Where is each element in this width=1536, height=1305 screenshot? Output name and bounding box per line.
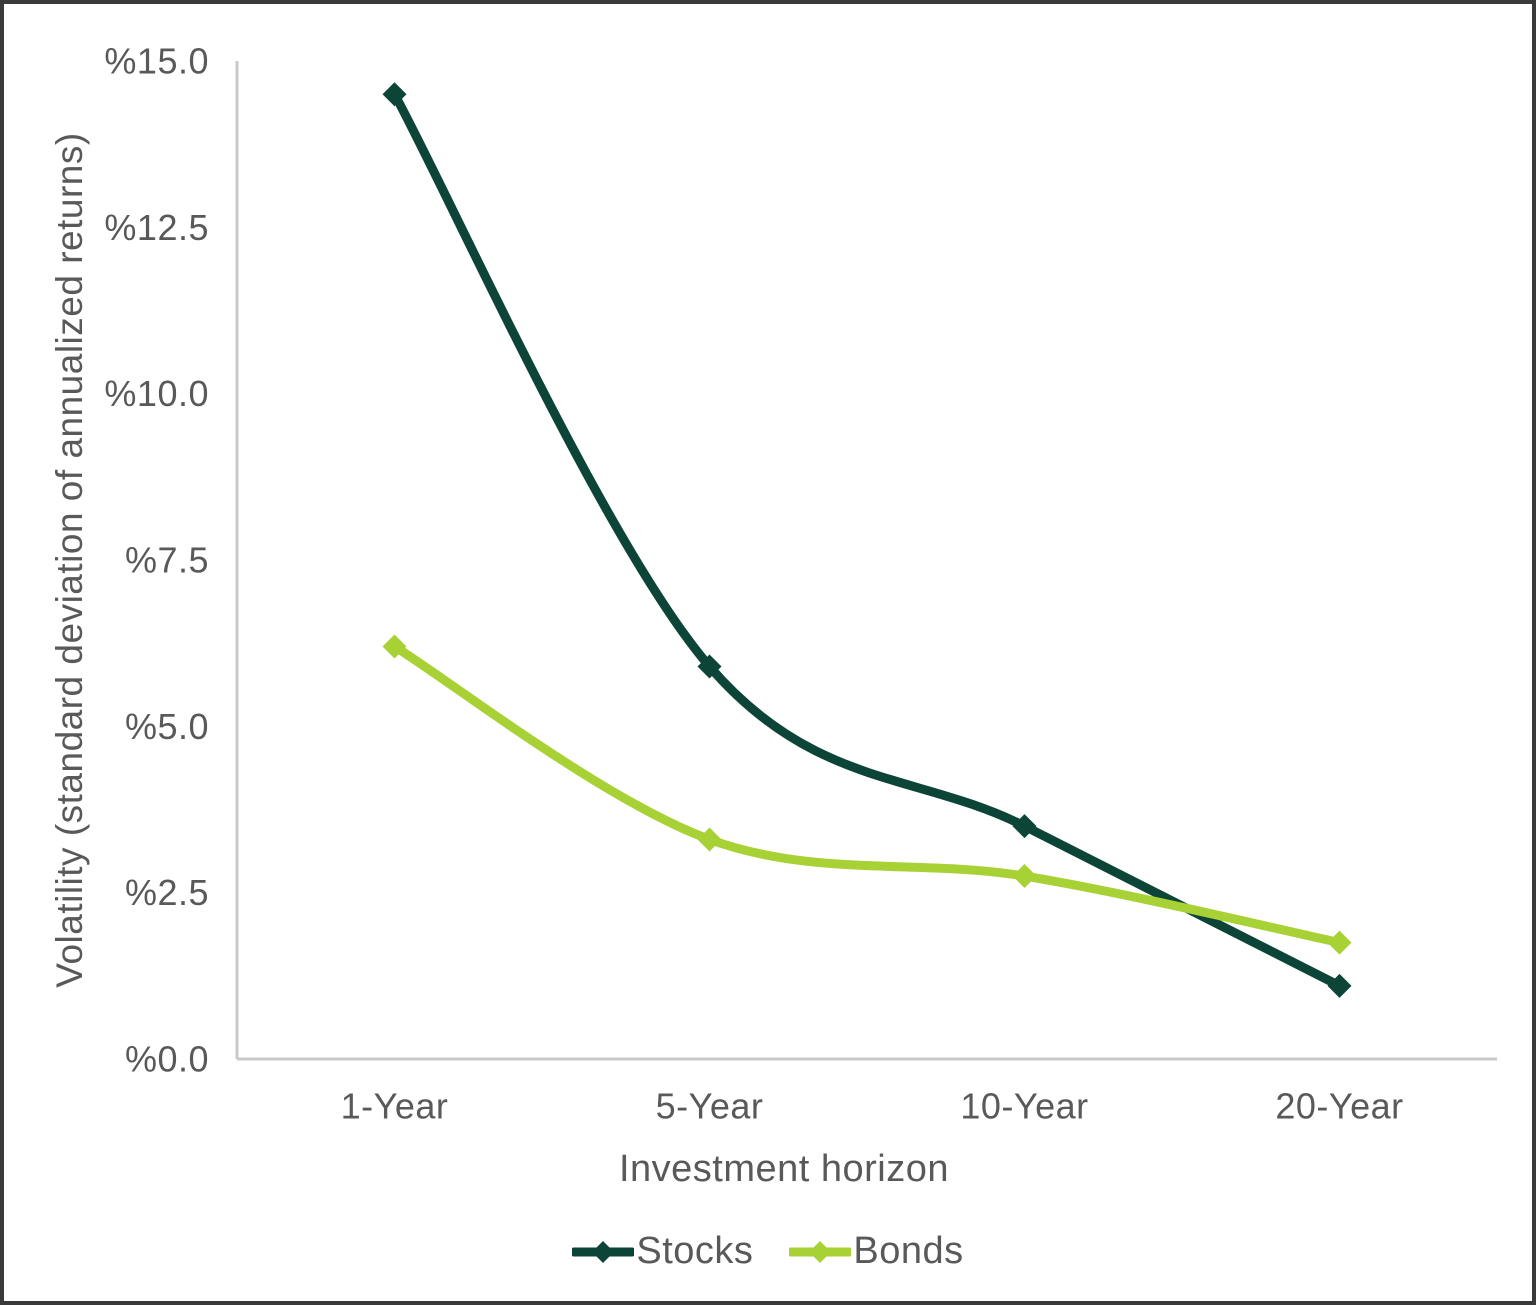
x-category-label: 20-Year (1275, 1086, 1403, 1127)
bonds-marker-icon (697, 827, 722, 852)
y-tick-label: %7.5 (125, 540, 209, 581)
legend-label-stocks: Stocks (636, 1230, 754, 1272)
y-axis-title: Volatility (standard deviation of annual… (49, 132, 90, 988)
bonds-marker-icon (382, 634, 407, 659)
stocks-marker-icon (1012, 814, 1037, 839)
stocks-marker-icon (382, 82, 407, 107)
bonds-legend-diamond-icon (809, 1240, 832, 1263)
legend: Stocks Bonds (4, 1230, 1532, 1273)
stocks-legend-marker-icon (572, 1240, 635, 1263)
x-category-label: 5-Year (656, 1086, 764, 1127)
stocks-legend-diamond-icon (592, 1240, 615, 1263)
y-tick-label: %10.0 (104, 373, 209, 414)
bonds-legend-marker-icon (789, 1240, 852, 1263)
x-category-label: 1-Year (341, 1086, 449, 1127)
plot-area: %0.0 %2.5 %5.0 %7.5 %10.0 %12.5 %15.0 1-Year 5-Y… (104, 41, 1497, 1127)
y-tick-label: %15.0 (104, 41, 209, 82)
y-tick-label: %5.0 (125, 706, 209, 747)
bonds-marker-icon (1327, 930, 1352, 955)
legend-label-bonds: Bonds (853, 1230, 964, 1272)
y-tick-label: %2.5 (125, 872, 209, 913)
legend-item-stocks: Stocks (572, 1230, 753, 1273)
stocks-line (390, 89, 1344, 991)
bonds-marker-icon (1012, 864, 1037, 889)
stocks-marker-icon (1327, 973, 1352, 998)
stocks-marker-icon (697, 654, 722, 679)
bonds-line (390, 641, 1344, 948)
y-tick-label: %0.0 (125, 1039, 209, 1080)
legend-item-bonds: Bonds (789, 1230, 963, 1273)
x-category-label: 10-Year (960, 1086, 1088, 1127)
y-tick-label: %12.5 (104, 207, 209, 248)
x-axis-title: Investment horizon (618, 1148, 950, 1190)
